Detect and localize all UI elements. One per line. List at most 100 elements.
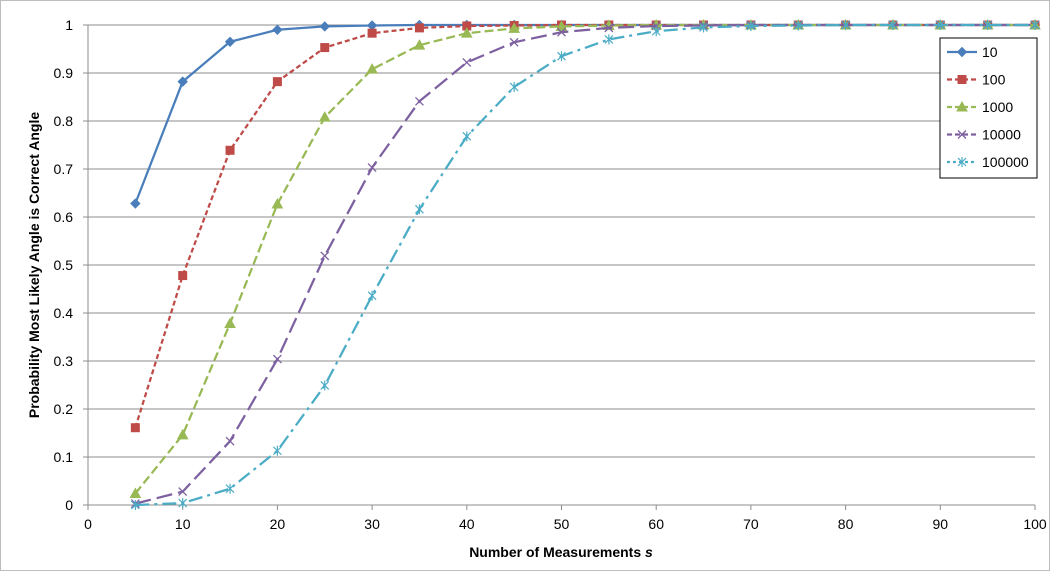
data-point — [460, 27, 473, 38]
data-point — [272, 77, 282, 87]
data-point — [414, 23, 424, 33]
data-point — [367, 163, 377, 173]
data-point — [604, 34, 614, 45]
data-point — [555, 20, 568, 31]
data-point — [888, 20, 898, 30]
data-point — [415, 204, 424, 215]
data-point — [462, 57, 472, 67]
legend-label: 10000 — [982, 127, 1021, 143]
x-tick-label: 10 — [175, 516, 191, 532]
data-point — [225, 483, 235, 494]
gridlines — [88, 24, 1035, 458]
legend-label: 1000 — [982, 99, 1013, 115]
data-point — [130, 423, 140, 433]
legend-item-10: 10 — [947, 44, 998, 60]
data-point — [413, 39, 426, 50]
y-tick-label: 0.1 — [54, 449, 74, 465]
series-line-10 — [134, 23, 1035, 205]
series-line-100000 — [135, 23, 1035, 507]
data-point — [793, 20, 803, 31]
y-tick-label: 0.7 — [54, 161, 74, 177]
data-point — [130, 198, 141, 209]
data-point — [983, 20, 993, 30]
y-tick-label: 0.8 — [54, 113, 74, 129]
legend-items: 10 100 1000 10000 100000 — [947, 44, 1029, 170]
data-point — [272, 354, 282, 364]
x-axis-title: Number of Measurements s — [469, 544, 653, 560]
legend-marker — [957, 130, 967, 139]
x-tick-label: 70 — [743, 516, 759, 532]
x-tick-label: 40 — [459, 516, 475, 532]
x-tick-label: 30 — [364, 516, 380, 532]
series-1000 — [129, 18, 1041, 498]
y-tick-label: 0 — [65, 497, 73, 513]
x-tick-label: 80 — [838, 516, 854, 532]
x-tick-label: 60 — [648, 516, 664, 532]
data-point — [224, 36, 236, 48]
x-tick-label: 100 — [1023, 516, 1047, 532]
x-axis-title-text: Number of Measurements — [469, 544, 641, 560]
x-tick-label: 50 — [554, 516, 570, 532]
series-line-10000 — [135, 23, 1035, 505]
data-point — [272, 24, 283, 36]
data-point — [366, 20, 378, 31]
data-point — [224, 317, 236, 329]
data-point — [367, 290, 377, 301]
data-point — [177, 76, 188, 87]
data-point — [509, 37, 519, 47]
legend: 10 100 1000 10000 100000 — [939, 37, 1038, 179]
data-point — [651, 26, 661, 37]
y-tick-labels: 0 0.1 0.2 0.3 0.4 0.5 0.6 0.7 0.8 0.9 1 — [54, 17, 74, 513]
data-point — [604, 23, 614, 33]
data-point — [178, 271, 188, 281]
data-point — [318, 111, 331, 122]
series-line-1000 — [134, 23, 1035, 495]
y-tick-label: 0.2 — [54, 401, 74, 417]
data-point — [935, 20, 945, 30]
series-line-100 — [134, 23, 1035, 429]
data-point — [508, 22, 520, 33]
x-tick-label: 20 — [270, 516, 286, 532]
y-axis-title: Probability Most Likely Angle is Correct… — [26, 112, 42, 418]
data-point — [319, 21, 330, 32]
data-point — [178, 487, 188, 497]
legend-marker — [957, 157, 967, 167]
data-point — [225, 436, 235, 446]
legend-box — [939, 37, 1038, 179]
x-tick-label: 90 — [933, 516, 949, 532]
data-point — [366, 63, 378, 74]
data-point — [178, 498, 188, 509]
data-point — [557, 51, 566, 62]
x-axis-title-variable: s — [645, 544, 653, 560]
data-point — [320, 43, 330, 53]
data-point — [176, 428, 189, 440]
data-point — [367, 28, 377, 38]
data-point — [130, 500, 140, 510]
data-point — [1030, 20, 1040, 30]
legend-item-10000: 10000 — [947, 127, 1021, 143]
data-point — [271, 198, 284, 209]
legend-item-1000: 1000 — [947, 99, 1013, 115]
data-point — [746, 20, 756, 31]
y-tick-label: 0.6 — [54, 209, 74, 225]
data-point — [699, 22, 708, 33]
x-tick-labels: 0 10 20 30 40 50 60 70 80 90 100 — [84, 516, 1047, 532]
axes — [83, 24, 1036, 510]
series-100000 — [130, 20, 1040, 510]
data-point — [557, 27, 566, 37]
legend-label: 10 — [982, 44, 998, 60]
series-lines — [129, 18, 1041, 510]
data-point — [509, 81, 519, 92]
data-point — [225, 145, 235, 155]
series-10 — [130, 19, 1041, 209]
legend-item-100000: 100000 — [947, 154, 1029, 170]
legend-label: 100 — [982, 72, 1006, 88]
legend-marker — [956, 46, 968, 58]
data-point — [272, 445, 282, 456]
y-tick-label: 0.5 — [54, 257, 74, 273]
data-point — [414, 96, 424, 106]
data-point — [462, 131, 472, 142]
data-point — [320, 380, 330, 391]
